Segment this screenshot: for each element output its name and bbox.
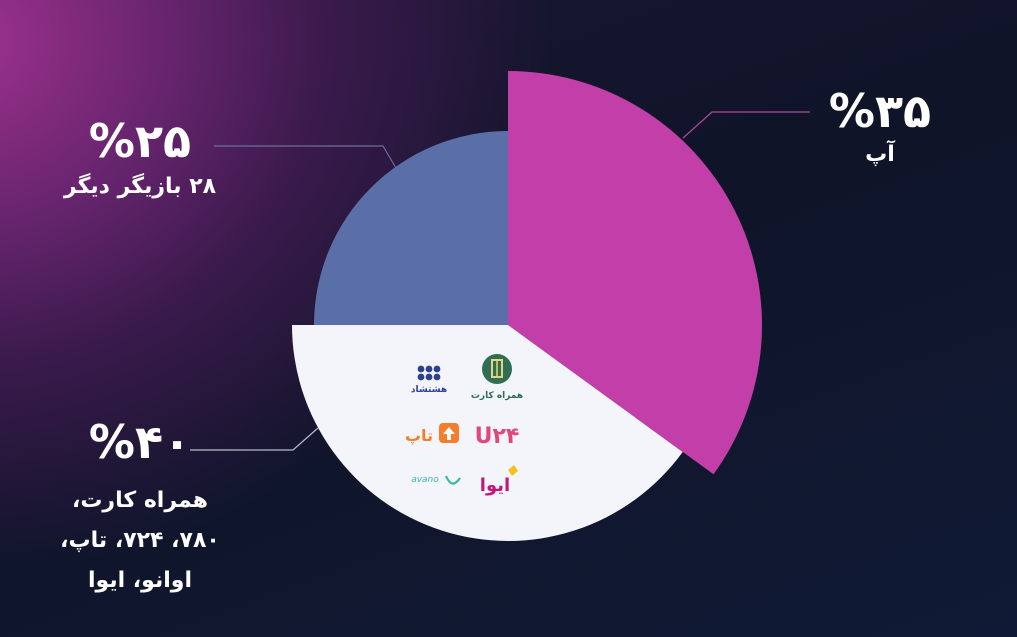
- logo-avano: avano: [411, 475, 461, 485]
- desc-group-line-1: همراه کارت،: [71, 488, 209, 513]
- iva-leaf-icon: [508, 465, 518, 476]
- avano-mark-icon: [444, 475, 461, 485]
- dots-icon: [417, 365, 425, 373]
- label-app: %۳۵ آپ: [820, 84, 940, 172]
- logo-tap: تاپ: [405, 423, 459, 446]
- slice-app: [508, 70, 763, 475]
- logo-text-avano: avano: [411, 475, 439, 485]
- pct-other-players: %۲۵: [88, 114, 192, 168]
- logo-text-tap: تاپ: [405, 426, 433, 446]
- slice-group: [292, 325, 683, 541]
- label-group: %۴۰ همراه کارت، ۷۸۰، ۷۲۴، تاپ، اوانو، ای…: [40, 415, 240, 601]
- leader-line-group: [190, 427, 319, 451]
- desc-other-players: ۲۸ بازیگر دیگر: [63, 174, 217, 199]
- logo-u24: U۲۴: [475, 424, 520, 449]
- desc-group-line-2: ۷۸۰، ۷۲۴، تاپ،: [60, 528, 220, 553]
- logo-text-hasht-shad: هشتشاد: [411, 385, 447, 395]
- desc-app: آپ: [865, 142, 895, 167]
- pie-slices: [292, 70, 763, 541]
- logo-text-u24: U۲۴: [475, 424, 520, 449]
- pct-group: %۴۰: [88, 415, 192, 469]
- desc-group-line-3: اوانو، ایوا: [88, 568, 192, 593]
- leader-line-other: [214, 145, 397, 169]
- logo-iva: ایوا: [480, 465, 518, 496]
- logo-text-iva: ایوا: [480, 475, 510, 496]
- logo-text-hamrah-card: همراه کارت: [471, 391, 523, 401]
- label-other-players: %۲۵ ۲۸ بازیگر دیگر: [40, 114, 240, 206]
- leader-line-app: [682, 111, 810, 139]
- pct-app: %۳۵: [828, 84, 932, 138]
- logo-hasht-shad: هشتشاد: [411, 365, 447, 395]
- slice-other-players: [314, 131, 508, 325]
- logo-hamrah-card: همراه کارت: [471, 354, 523, 401]
